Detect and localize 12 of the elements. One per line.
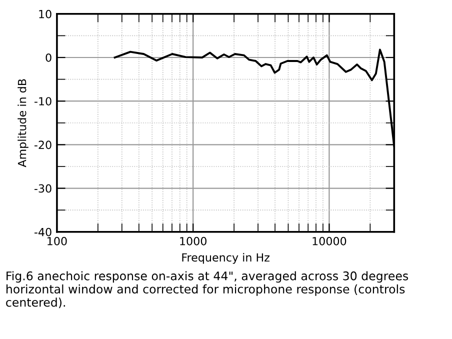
y-tick-label: -30 [34, 184, 52, 193]
x-axis-title: Frequency in Hz [182, 253, 270, 264]
y-tick-label: -20 [34, 140, 52, 150]
y-tick-label: 0 [46, 53, 52, 62]
y-tick-label: -10 [34, 97, 52, 106]
y-axis-title: Amplitude in dB [18, 79, 28, 168]
x-tick-label: 100 [48, 236, 67, 246]
caption: Fig.6 anechoic response on-axis at 44", averaged across 30 degrees horizontal window and corrected for microphone response (controls centered). [6, 271, 408, 308]
x-tick-label: 1000 [180, 236, 206, 246]
y-tick-label: -40 [34, 228, 52, 236]
x-tick-label: 10000 [312, 236, 346, 246]
y-tick-label: 10 [39, 10, 52, 18]
